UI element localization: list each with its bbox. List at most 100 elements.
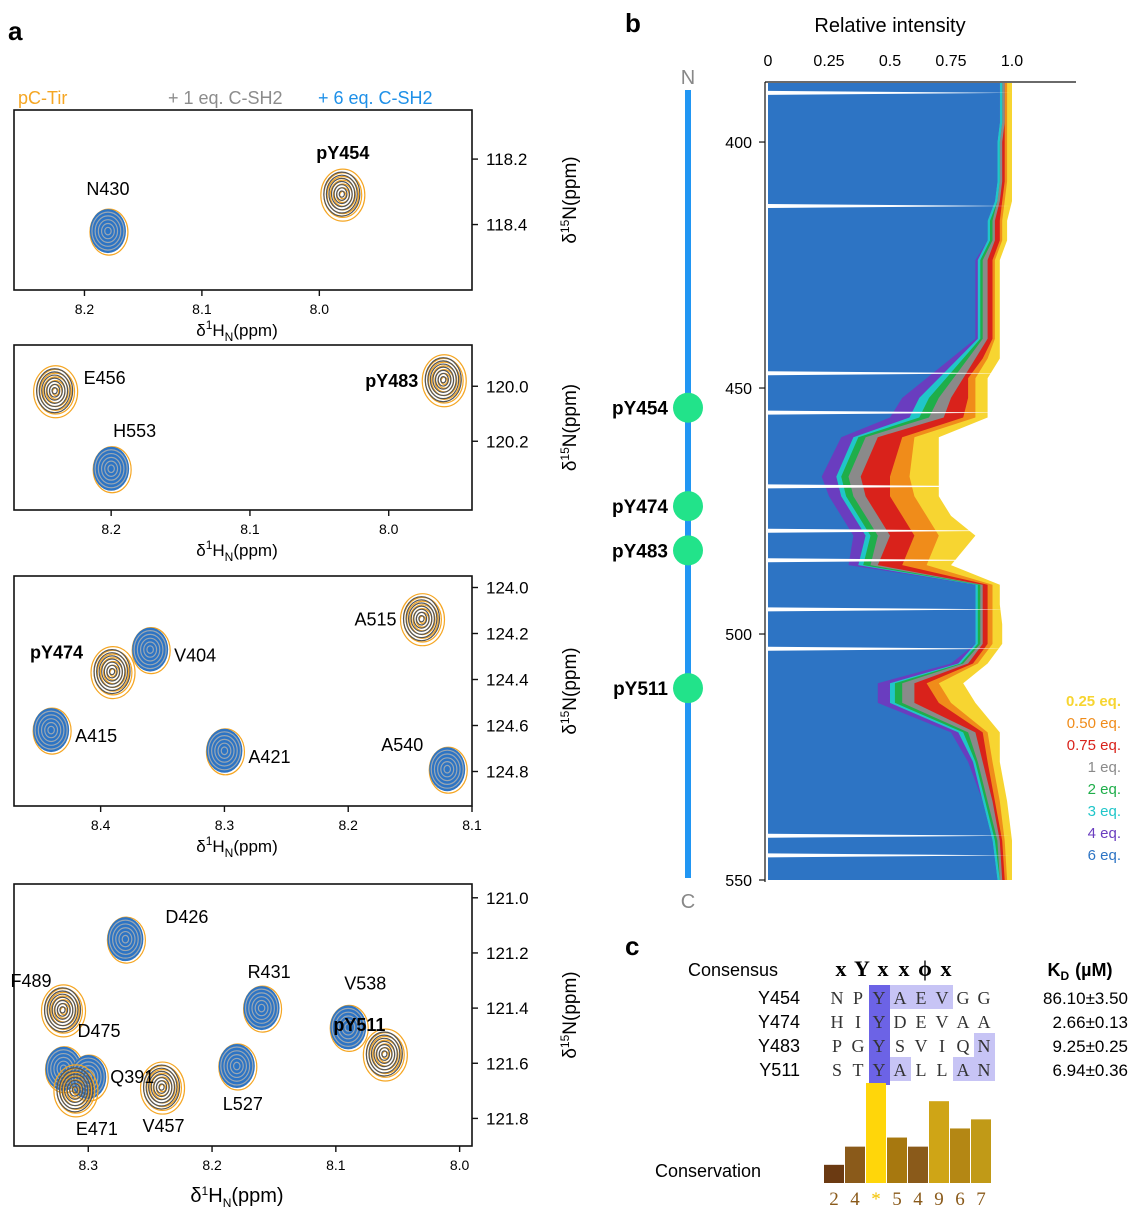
- legend-a: pC-Tir + 1 eq. C-SH2 + 6 eq. C-SH2: [18, 88, 433, 108]
- y-tick-label: 121.8: [486, 1109, 529, 1128]
- sequence-residue: N: [978, 1060, 991, 1080]
- peak-contour-grey: [36, 368, 74, 414]
- sequence-c-terminus: C: [681, 891, 695, 913]
- data-gap: [768, 646, 1012, 651]
- x-tick-label: 0.75: [935, 53, 966, 70]
- peak-label: N430: [86, 179, 129, 199]
- site-marker: [673, 392, 703, 423]
- peak-v404: [131, 626, 171, 675]
- highlight-y-column: [869, 985, 890, 1085]
- peak-v538: [329, 1004, 369, 1053]
- peak-contour-grey: [142, 1064, 181, 1110]
- spectrum-3: pY474 V404 A515 A415 A421 A540 8.4 8.3 8.2 8.1 δ1H…: [13, 575, 581, 860]
- peak-labels: E456 H553 pY483: [84, 368, 419, 441]
- x-tick-label: 0: [764, 53, 773, 70]
- motif-symbol: Y: [854, 956, 870, 981]
- spectrum-4: D426 F489 R431 V538 pY511 D475 Q391 E471 V457 L52…: [10, 883, 581, 1208]
- conservation-bar: [866, 1083, 886, 1183]
- y-axis: 124.0 124.2 124.4 124.6 124.8 δ15N(ppm): [472, 579, 581, 782]
- panel-label-a: a: [8, 16, 23, 46]
- peak-label: pY483: [365, 371, 418, 391]
- peak-label: E471: [76, 1119, 118, 1139]
- peak-e456: [33, 365, 79, 419]
- y-tick-label: 124.2: [486, 625, 529, 644]
- y-axis-label: δ15N(ppm): [558, 156, 581, 243]
- peak-e471: [53, 1064, 99, 1118]
- legend-item: 0.25 eq.: [1066, 693, 1121, 710]
- motif-row-name: Y454: [758, 988, 800, 1008]
- peak-contour-grey: [91, 211, 125, 251]
- y-tick-label: 118.2: [486, 150, 527, 169]
- sequence-residue: I: [855, 1012, 861, 1032]
- y-tick-label: 121.6: [486, 1054, 529, 1073]
- peaks: [33, 354, 467, 494]
- y-axis: 118.2 118.4 δ15N(ppm): [472, 150, 581, 244]
- data-gap: [768, 558, 1012, 563]
- peaks: [32, 593, 468, 794]
- x-tick-label: 8.0: [310, 301, 330, 317]
- panel-label-c: c: [625, 931, 639, 961]
- data-gap: [768, 833, 1012, 838]
- y-tick-label: 121.4: [486, 999, 529, 1018]
- data-gap: [768, 371, 1012, 376]
- sequence-residue: G: [978, 988, 991, 1008]
- spectra-layer: N430 pY454 8.2 8.1 8.0 δ1HN(ppm) 118.2 118.4 δ15…: [10, 109, 581, 1208]
- legend-item: 2 eq.: [1088, 781, 1121, 798]
- y-axis-label: δ15N(ppm): [558, 971, 581, 1058]
- y-tick-label: 450: [725, 381, 752, 398]
- data-gap: [768, 853, 1012, 858]
- peak-contour-grey: [365, 1031, 403, 1077]
- sequence-residue: N: [978, 1036, 991, 1056]
- series-area-6-eq-: [768, 83, 1000, 880]
- x-axis: 8.3 8.2 8.1 8.0 δ1HN(ppm): [79, 1146, 470, 1208]
- y-tick-label: 550: [725, 873, 752, 890]
- sequence-residue: S: [895, 1036, 905, 1056]
- peak-label: A515: [354, 610, 396, 630]
- intensity-areas: [768, 83, 1012, 880]
- conservation-bar: [908, 1146, 928, 1183]
- peak-a515: [399, 593, 446, 647]
- x-tick-label: 1.0: [1001, 53, 1023, 70]
- peak-labels: pY474 V404 A515 A415 A421 A540: [30, 610, 423, 767]
- peak-contour-grey: [424, 357, 462, 403]
- y-tick-label: 120.2: [486, 432, 529, 451]
- peak-label: F489: [10, 971, 51, 991]
- peak-n430: [89, 208, 129, 256]
- peak-contour-grey: [93, 648, 131, 695]
- spectrum-frame: [13, 344, 473, 511]
- peak-contour-grey: [34, 710, 68, 750]
- highlight-cell: [890, 1057, 911, 1081]
- peak-contour-grey: [244, 988, 279, 1028]
- sequence-residue: N: [831, 988, 844, 1008]
- y-tick-label: 124.6: [486, 717, 529, 736]
- sequence-residue: A: [894, 1060, 907, 1080]
- motif-symbol: x: [878, 956, 889, 981]
- site-label: pY454: [612, 399, 668, 420]
- peak-contour-grey: [108, 919, 143, 959]
- site-marker: [673, 673, 703, 704]
- peak-py454: [320, 168, 366, 222]
- spectrum-1: N430 pY454 8.2 8.1 8.0 δ1HN(ppm) 118.2 118.4 δ15…: [13, 109, 581, 344]
- x-tick-label: 8.3: [79, 1157, 99, 1173]
- peak-py483: [421, 354, 467, 408]
- peak-label: H553: [113, 421, 156, 441]
- motif-row-name: Y483: [758, 1036, 800, 1056]
- sequence-residue: G: [957, 988, 970, 1008]
- sequence-residue: I: [939, 1036, 945, 1056]
- peak-r431: [242, 985, 283, 1033]
- y-tick-label: 118.4: [486, 216, 527, 235]
- peaks: [40, 916, 408, 1118]
- legend-item-1eq: + 1 eq. C-SH2: [168, 88, 283, 108]
- panel-label-b: b: [625, 8, 641, 38]
- y-tick-label: 400: [725, 135, 752, 152]
- data-gap: [768, 528, 1012, 533]
- x-axis: 8.4 8.3 8.2 8.1 δ1HN(ppm): [91, 806, 482, 860]
- x-tick-label: 8.0: [450, 1157, 470, 1173]
- peak-contour-grey: [94, 449, 128, 489]
- y-tick-label: 124.0: [486, 579, 529, 598]
- x-tick-label: 8.1: [240, 521, 260, 537]
- sequence-residue: A: [957, 1060, 970, 1080]
- y-axis: 121.0 121.2 121.4 121.6 121.8 δ15N(ppm): [472, 889, 581, 1128]
